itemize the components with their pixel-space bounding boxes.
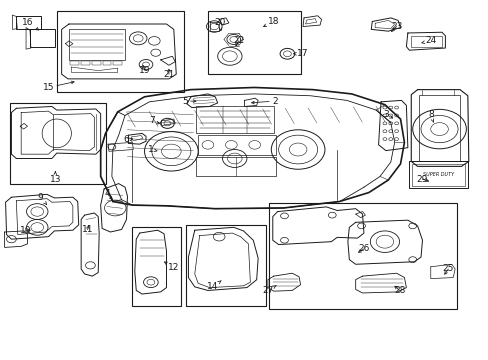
Text: 21: 21 [163,69,174,79]
Bar [268,203,456,309]
Bar [57,12,183,92]
Text: 10: 10 [20,226,32,235]
Text: 1: 1 [148,145,157,154]
Bar [408,161,467,188]
Text: 29: 29 [416,175,428,184]
Bar [16,16,41,29]
Text: 4: 4 [104,189,112,199]
Text: 26: 26 [358,244,369,253]
Bar [198,135,276,155]
Bar [185,225,266,306]
Bar [70,61,79,65]
Bar [195,157,276,176]
Text: 2: 2 [251,96,277,105]
Bar [102,61,111,65]
Bar [92,61,101,65]
Text: 25: 25 [442,265,453,274]
Text: 23: 23 [390,22,402,31]
Text: 18: 18 [263,17,279,27]
Text: 24: 24 [421,36,435,45]
Text: 22: 22 [233,36,244,46]
Text: 28: 28 [393,286,405,295]
Text: 19: 19 [139,66,150,75]
Text: 9: 9 [38,193,46,204]
Bar [10,103,105,184]
Text: 11: 11 [81,225,93,234]
Text: 27: 27 [262,285,276,295]
Bar [207,12,300,74]
Bar [113,61,122,65]
Text: 15: 15 [42,81,74,92]
Text: 14: 14 [207,281,221,291]
Text: 20: 20 [214,18,225,31]
Bar [195,107,273,134]
Text: 17: 17 [293,49,308,58]
Text: 12: 12 [164,262,179,273]
Text: 13: 13 [49,172,61,184]
Bar [69,30,125,60]
Text: SUPER DUTY: SUPER DUTY [422,172,453,177]
Text: 16: 16 [22,18,39,30]
Bar [132,226,181,306]
Text: 3: 3 [382,110,392,119]
Text: 7: 7 [149,116,159,125]
Bar [418,95,459,161]
Bar [81,61,90,65]
Bar [410,36,441,46]
Text: 8: 8 [427,110,433,122]
Bar [411,163,464,186]
Text: 5: 5 [182,96,196,105]
Bar [30,30,55,47]
Text: 6: 6 [123,135,132,144]
